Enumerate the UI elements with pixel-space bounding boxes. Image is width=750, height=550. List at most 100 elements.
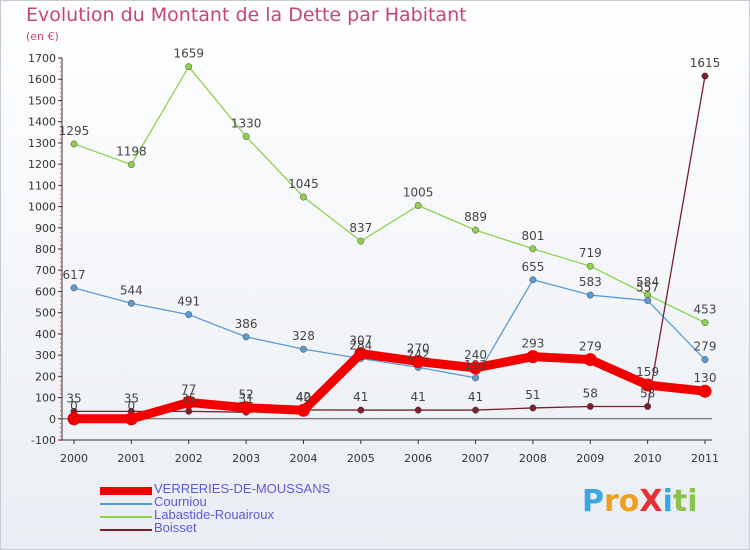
data-label: 35	[181, 391, 196, 405]
y-minor-tick	[60, 253, 61, 255]
data-point	[644, 297, 652, 305]
y-minor-tick	[60, 155, 61, 157]
y-minor-tick	[60, 431, 61, 433]
data-point	[586, 262, 594, 270]
data-point	[414, 202, 422, 209]
data-point	[529, 276, 537, 284]
y-tick-label: 500	[35, 307, 56, 320]
y-minor-tick	[60, 142, 61, 144]
y-minor-tick	[60, 193, 61, 195]
brand-letter: P	[582, 484, 604, 519]
data-label: 0	[70, 399, 78, 413]
y-minor-tick	[60, 125, 61, 127]
chart-subtitle: (en €)	[26, 30, 59, 43]
y-minor-tick	[60, 87, 61, 89]
data-label: 1198	[116, 145, 147, 159]
data-point	[472, 374, 479, 382]
y-minor-tick	[60, 74, 61, 76]
data-point	[242, 333, 250, 341]
y-minor-tick	[60, 308, 61, 310]
data-point	[701, 356, 709, 364]
y-minor-tick	[60, 406, 61, 408]
data-label: 307	[349, 334, 372, 348]
y-minor-tick	[60, 117, 61, 119]
data-label: 1005	[403, 185, 434, 199]
data-point	[124, 412, 138, 426]
x-tick-label: 2006	[404, 452, 432, 465]
series-line	[73, 75, 706, 413]
data-label: 41	[468, 390, 483, 404]
y-tick-label: 1100	[28, 179, 56, 192]
y-minor-tick	[60, 346, 61, 348]
data-point	[239, 401, 253, 415]
data-label: 35	[124, 391, 139, 405]
y-minor-tick	[60, 350, 61, 352]
x-tick-label: 2011	[691, 452, 719, 465]
y-minor-tick	[60, 397, 61, 399]
y-tick-label: 900	[35, 222, 56, 235]
y-tick-label: -100	[31, 434, 56, 447]
data-label: 284	[349, 339, 372, 353]
y-minor-tick	[60, 185, 61, 187]
y-minor-tick	[60, 299, 61, 301]
y-minor-tick	[60, 104, 61, 106]
y-minor-tick	[60, 176, 61, 178]
y-tick-label: 0	[49, 413, 56, 426]
y-tick-label: 300	[35, 349, 56, 362]
y-tick-label: 1400	[28, 116, 56, 129]
data-label: 240	[464, 348, 487, 362]
data-point	[641, 378, 655, 392]
brand-letter: t	[672, 484, 688, 519]
y-minor-tick	[60, 427, 61, 429]
brand-letter: i	[662, 484, 673, 519]
data-label: 453	[694, 303, 717, 317]
data-label: 1045	[288, 177, 319, 191]
y-minor-tick	[60, 435, 61, 437]
data-label: 584	[636, 275, 659, 289]
legend-swatch	[100, 502, 152, 505]
y-minor-tick	[60, 333, 61, 335]
y-tick-label: 100	[35, 392, 56, 405]
data-label: 583	[579, 275, 602, 289]
data-label: 544	[120, 283, 143, 297]
data-point	[529, 404, 537, 412]
data-point	[586, 291, 594, 299]
data-point	[67, 412, 81, 426]
y-minor-tick	[60, 249, 61, 250]
y-minor-tick	[60, 321, 61, 323]
y-tick-label: 200	[35, 370, 56, 383]
data-point	[469, 361, 483, 375]
data-label: 279	[579, 340, 602, 354]
y-minor-tick	[60, 181, 61, 183]
y-minor-tick	[60, 130, 61, 132]
data-point	[529, 245, 537, 253]
data-label: 31	[238, 392, 253, 406]
data-point	[185, 407, 193, 415]
data-point	[185, 311, 193, 319]
data-point	[300, 193, 307, 201]
y-minor-tick	[60, 164, 61, 166]
y-minor-tick	[60, 282, 61, 284]
data-label: 386	[235, 317, 258, 331]
y-minor-tick	[60, 287, 61, 289]
data-point	[644, 403, 652, 410]
y-tick-label: 1600	[28, 73, 56, 86]
data-label: 279	[694, 340, 717, 354]
data-point	[354, 347, 368, 361]
y-minor-tick	[60, 79, 61, 81]
y-tick-label: 1500	[28, 94, 56, 107]
legend-label: Courniou	[154, 494, 207, 509]
data-label: 58	[583, 386, 598, 400]
series-line	[69, 349, 710, 424]
y-minor-tick	[60, 147, 61, 149]
data-label: 1330	[231, 117, 262, 131]
brand-logo: ProXiti	[582, 484, 698, 519]
y-minor-tick	[60, 342, 61, 344]
chart-title: Evolution du Montant de la Dette par Hab…	[26, 4, 467, 26]
y-minor-tick	[60, 223, 61, 225]
data-label: 293	[521, 337, 544, 351]
y-minor-tick	[60, 138, 61, 140]
data-label: 655	[521, 260, 544, 274]
y-minor-tick	[60, 66, 61, 68]
